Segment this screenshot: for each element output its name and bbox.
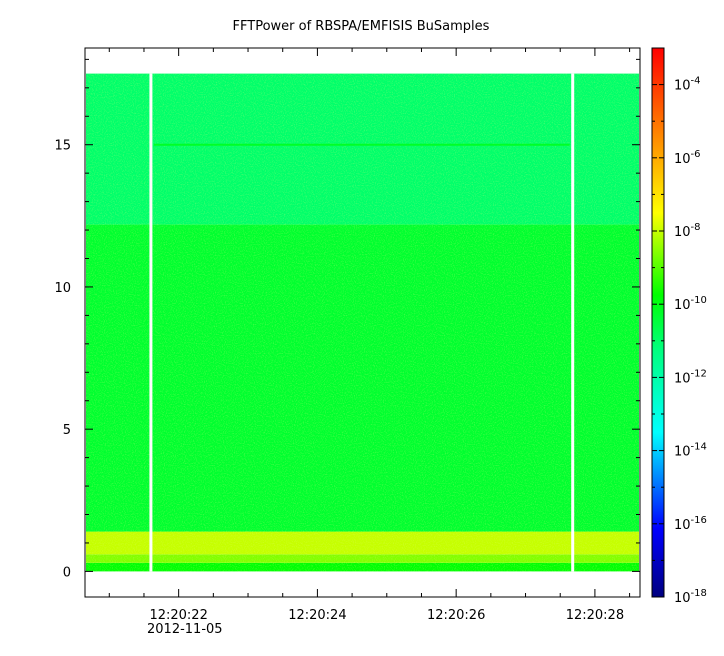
plot-area: 12:20:22 12:20:24 12:20:26 12:20:28 0 5 10 15 — [54, 47, 641, 623]
data-gap-1 — [571, 73, 575, 572]
y-tick-label: 10 — [54, 281, 71, 296]
plot-frame — [84, 47, 641, 598]
colorbar-tick-label: 10-16 — [674, 515, 707, 533]
colorbar-tick-label: 10-10 — [674, 295, 707, 313]
x-tick-label: 12:20:26 — [427, 608, 485, 623]
colorbar-ticks: 10-4 10-6 10-8 10-10 10-12 10-14 10-16 10-18 — [652, 47, 707, 606]
colorbar-tick-label: 10-8 — [674, 222, 701, 240]
x-axis-date-label: 2012-11-05 — [147, 622, 223, 637]
y-tick-label: 0 — [63, 565, 71, 580]
data-gap-0 — [149, 73, 153, 572]
colorbar: 10-4 10-6 10-8 10-10 10-12 10-14 10-16 10-18 — [651, 47, 707, 606]
y-tick-label: 5 — [63, 423, 71, 438]
data-gaps — [149, 73, 575, 572]
x-axis: 12:20:22 12:20:24 12:20:26 12:20:28 — [108, 48, 631, 623]
x-tick-label: 12:20:24 — [288, 608, 346, 623]
colorbar-tick-label: 10-18 — [674, 588, 707, 606]
colorbar-tick-label: 10-6 — [674, 149, 701, 167]
y-axis: 0 5 10 15 — [54, 58, 640, 580]
y-tick-label: 15 — [54, 139, 71, 154]
colorbar-tick-label: 10-14 — [674, 442, 707, 460]
colorbar-tick-label: 10-12 — [674, 368, 707, 386]
spectrogram-noise — [86, 73, 639, 572]
colorbar-gradient — [651, 47, 665, 598]
x-tick-label: 12:20:22 — [149, 608, 207, 623]
chart-title: FFTPower of RBSPA/EMFISIS BuSamples — [233, 19, 490, 34]
colorbar-tick-label: 10-4 — [674, 76, 701, 94]
x-tick-label: 12:20:28 — [566, 608, 624, 623]
